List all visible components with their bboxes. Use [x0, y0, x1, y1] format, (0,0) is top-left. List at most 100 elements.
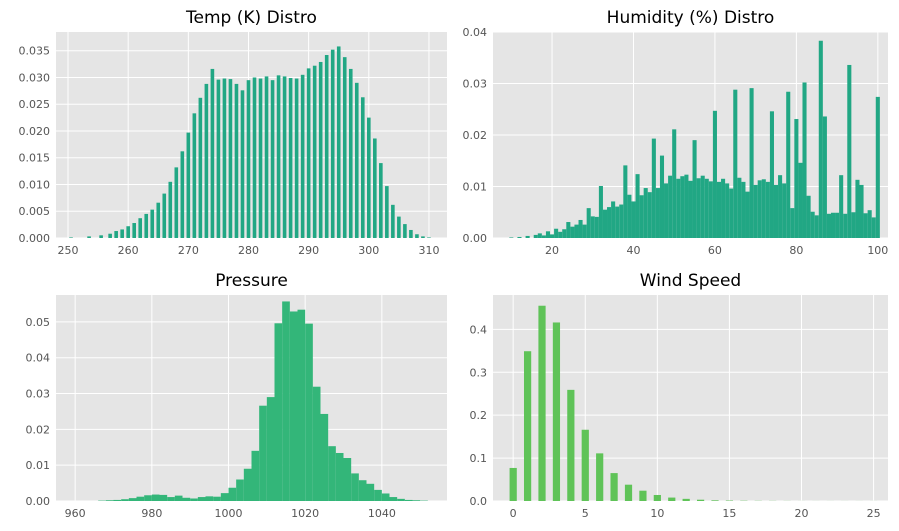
histogram-bar — [676, 178, 681, 238]
histogram-bar — [653, 494, 661, 501]
histogram-bar — [198, 97, 203, 238]
histogram-bar — [794, 119, 799, 238]
histogram-bar — [258, 78, 263, 238]
histogram-bar — [389, 497, 398, 501]
histogram-bar — [753, 184, 758, 238]
histogram-bar — [586, 208, 591, 238]
histogram-bar — [773, 184, 779, 238]
histogram-bar — [87, 236, 91, 238]
x-tick-label: 960 — [65, 507, 86, 520]
histogram-bar — [639, 490, 647, 501]
x-tick-label: 5 — [582, 507, 589, 520]
histogram-bar — [328, 446, 336, 501]
histogram-bar — [552, 322, 561, 501]
y-tick-label: 0.2 — [470, 409, 488, 422]
histogram-bar — [159, 494, 168, 501]
histogram-bar — [517, 236, 522, 238]
y-tick-label: 0.03 — [463, 78, 488, 91]
histogram-bar — [602, 209, 608, 238]
histogram-bar — [150, 209, 155, 238]
histogram-bar — [264, 76, 269, 238]
histogram-bar — [162, 193, 167, 238]
histogram-bar — [749, 88, 754, 238]
histogram-bar — [822, 116, 827, 238]
histogram-bar — [830, 212, 836, 238]
histogram-bar — [639, 195, 644, 238]
histogram-bar — [562, 229, 567, 238]
histogram-bar — [619, 204, 624, 238]
histogram-bar — [769, 111, 774, 238]
histogram-bar — [167, 497, 175, 501]
histogram-bar — [651, 138, 656, 238]
histogram-bar — [228, 487, 237, 501]
histogram-bar — [578, 219, 583, 238]
histogram-bar — [222, 78, 227, 238]
x-tick-label: 300 — [358, 244, 379, 257]
histogram-bar — [818, 40, 823, 238]
histogram-bar — [246, 80, 251, 238]
x-tick-label: 100 — [867, 244, 888, 257]
histogram-bar — [367, 117, 371, 238]
histogram-bar — [174, 495, 183, 501]
y-tick-label: 0.025 — [19, 98, 51, 111]
y-tick-label: 0.1 — [470, 452, 488, 465]
histogram-bar — [220, 493, 229, 501]
histogram-bar — [574, 224, 579, 238]
histogram-bar — [427, 237, 431, 238]
histogram-bar — [643, 188, 648, 238]
histogram-bar — [607, 207, 612, 238]
histogram-bar — [403, 224, 407, 238]
histogram-bar — [113, 499, 122, 501]
x-tick-label: 280 — [238, 244, 259, 257]
histogram-bar — [282, 301, 290, 501]
histogram-bar — [128, 498, 137, 501]
histogram-bar — [288, 78, 293, 239]
histogram-bar — [373, 138, 377, 238]
chart-panel: 20 40 60 80 100 0.00 0.01 0.02 0.03 0.04 Humidity … — [463, 8, 889, 257]
histogram-bar — [366, 483, 375, 501]
histogram-bar — [509, 467, 517, 501]
histogram-bar — [598, 185, 603, 238]
x-tick-label: 15 — [722, 507, 736, 520]
histogram-bar — [197, 497, 206, 501]
histogram-bar — [721, 178, 726, 238]
histogram-bar — [871, 217, 876, 238]
histogram-bar — [213, 496, 221, 501]
histogram-bar — [186, 132, 191, 238]
y-tick-label: 0.02 — [26, 423, 51, 436]
histogram-bar — [611, 201, 616, 238]
x-tick-label: 250 — [58, 244, 79, 257]
y-tick-label: 0.03 — [26, 388, 51, 401]
x-tick-label: 25 — [867, 507, 881, 520]
histogram-bar — [623, 165, 628, 238]
histogram-bar — [305, 323, 313, 501]
histogram-bar — [729, 188, 734, 238]
y-tick-label: 0.05 — [26, 316, 51, 329]
histogram-bar — [700, 175, 705, 238]
x-tick-label: 60 — [708, 244, 722, 257]
histogram-bar — [270, 80, 275, 238]
histogram-bar — [415, 234, 419, 238]
histogram-bar — [782, 183, 787, 238]
histogram-bar — [596, 453, 604, 501]
histogram-bar — [381, 493, 390, 501]
histogram-bar — [757, 180, 762, 238]
chart-title: Humidity (%) Distro — [607, 8, 775, 28]
y-tick-label: 0.010 — [19, 178, 51, 191]
histogram-bar — [252, 77, 257, 238]
x-tick-label: 0 — [510, 507, 517, 520]
histogram-bar — [664, 183, 669, 238]
x-tick-label: 980 — [141, 507, 162, 520]
x-tick-label: 80 — [789, 244, 803, 257]
histogram-bar — [806, 195, 811, 238]
histogram-bar — [144, 495, 152, 501]
histogram-bar — [761, 179, 766, 238]
histogram-bar — [297, 309, 306, 501]
histogram-bar — [655, 188, 660, 238]
histogram-bar — [859, 184, 864, 238]
x-tick-label: 40 — [626, 244, 640, 257]
histogram-bar — [733, 89, 738, 239]
histogram-bar — [251, 450, 260, 501]
histogram-bar — [306, 68, 311, 238]
histogram-bar — [615, 206, 620, 238]
